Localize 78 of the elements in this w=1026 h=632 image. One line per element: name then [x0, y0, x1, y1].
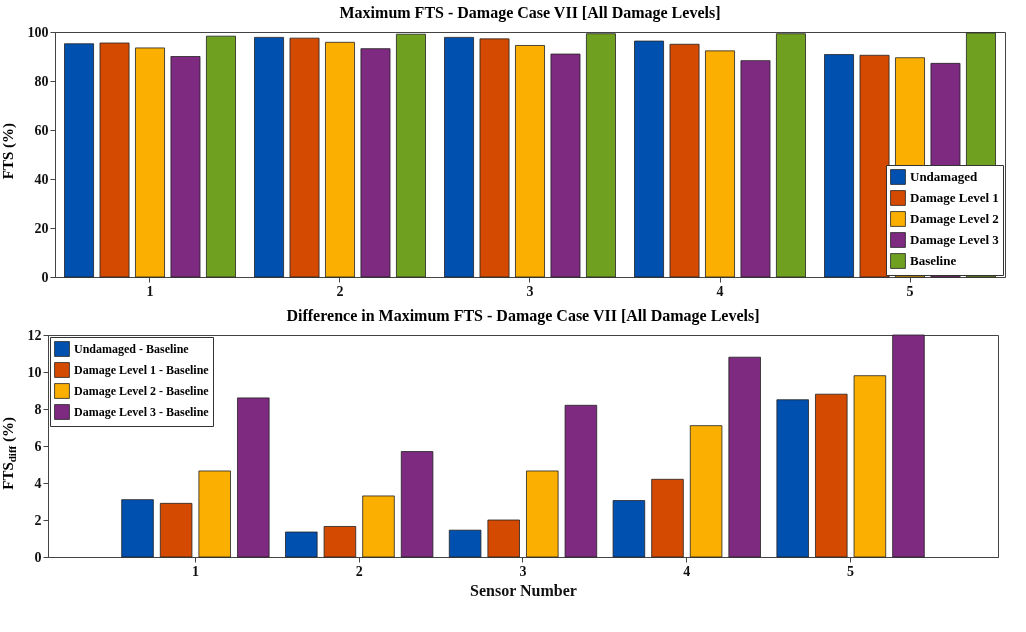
x-tick-label: 3	[519, 563, 527, 579]
x-tick-label: 1	[146, 283, 154, 299]
y-tick-label: 8	[34, 401, 42, 417]
bar	[64, 43, 94, 278]
y-tick-label: 20	[34, 220, 49, 236]
bar	[669, 43, 700, 278]
y-tick-label: 6	[34, 438, 42, 454]
chart-title: Maximum FTS - Damage Case VII [All Damage Levels]	[339, 4, 721, 22]
bar	[728, 356, 761, 558]
bar	[651, 478, 684, 558]
bar	[853, 375, 887, 558]
x-tick-label: 3	[526, 283, 534, 299]
chart-title: Difference in Maximum FTS - Damage Case VII [All Damage Levels]	[286, 307, 760, 325]
legend-label: Undamaged	[910, 169, 978, 184]
bar	[526, 470, 559, 558]
legend-label: Baseline	[910, 253, 957, 268]
bar	[859, 54, 890, 278]
bar	[564, 404, 598, 558]
bar	[815, 393, 848, 558]
y-tick-label: 60	[34, 122, 49, 138]
bar	[285, 531, 318, 558]
bar	[121, 499, 154, 558]
legend-label: Damage Level 3	[910, 232, 1000, 247]
bar	[444, 36, 474, 278]
legend-label: Damage Level 2	[910, 211, 999, 226]
x-tick-label: 2	[355, 563, 363, 579]
bar	[824, 54, 854, 278]
bar	[254, 36, 284, 278]
bar	[515, 45, 545, 278]
bar	[892, 334, 925, 558]
y-tick-label: 10	[27, 364, 42, 380]
bar	[325, 41, 355, 278]
legend-label: Undamaged - Baseline	[74, 342, 190, 356]
x-tick-label: 5	[906, 283, 914, 299]
bar	[159, 502, 193, 558]
x-tick-label: 5	[847, 563, 855, 579]
x-tick-label: 4	[716, 283, 724, 299]
bar	[689, 425, 723, 558]
y-axis-title: FTS (%)	[0, 123, 17, 180]
x-axis-title: Sensor Number	[470, 581, 577, 599]
y-tick-label: 100	[27, 24, 49, 40]
bar	[550, 53, 581, 278]
bar	[776, 399, 809, 558]
y-tick-label: 4	[34, 475, 42, 491]
legend-label: Damage Level 2 - Baseline	[74, 384, 210, 398]
bar	[170, 56, 201, 278]
bar	[99, 42, 130, 278]
bar	[360, 48, 391, 278]
bar	[396, 33, 426, 278]
x-tick-label: 4	[683, 563, 691, 579]
legend-label: Damage Level 3 - Baseline	[74, 405, 210, 419]
bar	[135, 47, 165, 278]
y-tick-label: 80	[34, 73, 49, 89]
bar	[206, 35, 236, 278]
bar	[612, 500, 646, 558]
x-tick-label: 1	[191, 563, 199, 579]
legend-label: Damage Level 1	[910, 190, 999, 205]
bar	[448, 529, 482, 558]
bar	[323, 526, 357, 558]
bar	[289, 37, 320, 278]
y-tick-label: 0	[34, 549, 42, 565]
bar	[634, 40, 664, 278]
bar	[740, 60, 771, 278]
bar	[776, 33, 806, 278]
y-tick-label: 12	[27, 327, 42, 343]
bar	[362, 495, 395, 558]
legend-label: Damage Level 1 - Baseline	[74, 363, 210, 377]
x-tick-label: 2	[336, 283, 344, 299]
bar	[198, 470, 231, 558]
bar	[487, 519, 520, 558]
bar	[705, 50, 735, 278]
bar	[237, 397, 270, 558]
bar	[400, 451, 434, 558]
y-tick-label: 2	[34, 512, 42, 528]
bar	[479, 38, 510, 278]
y-tick-label: 0	[41, 269, 49, 285]
bar	[586, 33, 616, 278]
y-tick-label: 40	[34, 171, 49, 187]
